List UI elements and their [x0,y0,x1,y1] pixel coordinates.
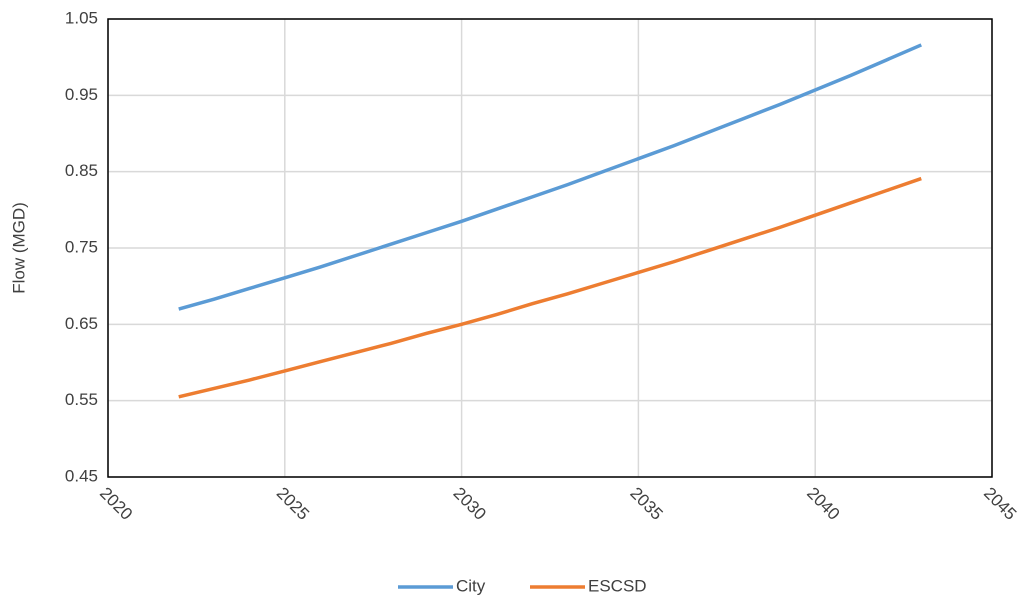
plot-border [107,18,993,478]
line [178,176,922,399]
legend-label: City [456,576,486,595]
line [178,43,922,311]
x-tick-label: 2045 [980,484,1020,524]
y-tick-label: 1.05 [65,8,98,27]
y-tick-label: 0.95 [65,85,98,104]
x-tick-label: 2035 [626,484,666,524]
y-tick-label: 0.75 [65,237,98,256]
x-tick-label: 2025 [273,484,313,524]
y-tick-label: 0.65 [65,314,98,333]
x-tick-label: 2020 [96,484,136,524]
legend-label: ESCSD [588,576,647,595]
x-tick-label: 2040 [803,484,843,524]
y-tick-label: 0.55 [65,390,98,409]
y-axis-label: Flow (MGD) [9,202,28,294]
y-tick-label: 0.45 [65,466,98,485]
x-tick-label: 2030 [450,484,490,524]
y-tick-label: 0.85 [65,161,98,180]
